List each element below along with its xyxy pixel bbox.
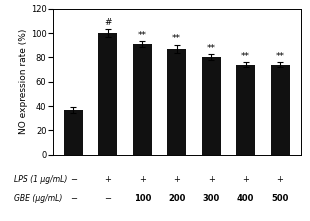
Text: LPS (1 μg/mL): LPS (1 μg/mL): [14, 175, 68, 184]
Bar: [236, 65, 255, 155]
Bar: [133, 44, 152, 155]
Text: −: −: [70, 175, 77, 184]
Text: 100: 100: [134, 194, 151, 203]
Text: −: −: [70, 194, 77, 203]
Bar: [202, 57, 221, 155]
Text: #: #: [104, 18, 112, 27]
Text: 500: 500: [271, 194, 289, 203]
Bar: [98, 33, 117, 155]
Bar: [64, 110, 83, 155]
Bar: [167, 49, 186, 155]
Text: GBE (μg/mL): GBE (μg/mL): [14, 194, 63, 203]
Text: +: +: [104, 175, 111, 184]
Text: **: **: [172, 34, 181, 43]
Bar: [271, 65, 290, 155]
Text: +: +: [139, 175, 146, 184]
Text: 200: 200: [168, 194, 185, 203]
Text: **: **: [207, 44, 216, 53]
Text: +: +: [242, 175, 249, 184]
Text: 300: 300: [202, 194, 220, 203]
Text: 400: 400: [237, 194, 254, 203]
Y-axis label: NO expression rate (%): NO expression rate (%): [19, 29, 28, 134]
Text: +: +: [208, 175, 215, 184]
Text: **: **: [241, 52, 250, 61]
Text: +: +: [277, 175, 283, 184]
Text: −: −: [104, 194, 111, 203]
Text: +: +: [173, 175, 180, 184]
Text: **: **: [138, 30, 147, 40]
Text: **: **: [276, 52, 285, 61]
